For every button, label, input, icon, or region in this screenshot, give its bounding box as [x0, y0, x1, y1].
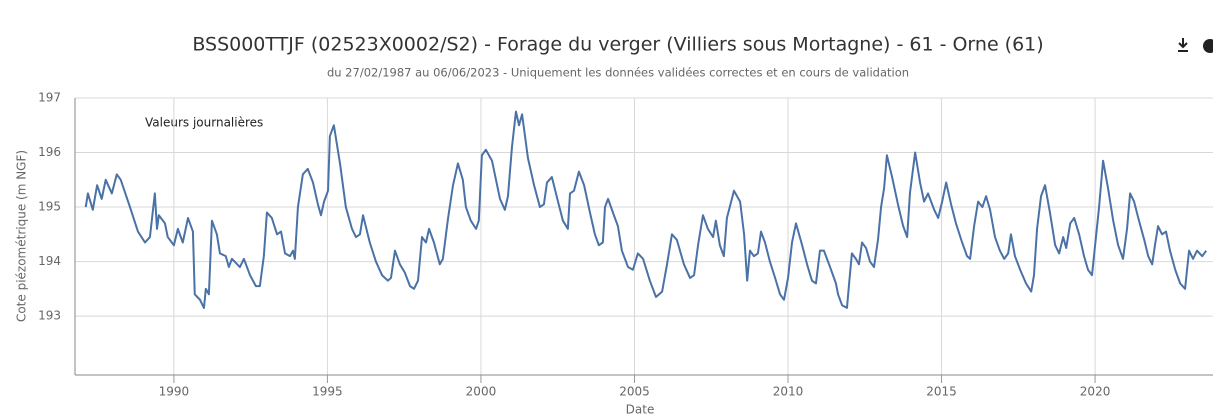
- annotation: Valeurs journalières: [145, 116, 263, 130]
- x-tick-label: 2000: [466, 385, 497, 399]
- y-tick-label: 195: [38, 200, 61, 214]
- plot-area: 193 194 195 196 197 1990 1995 2000 2005 2010 2015 2…: [38, 91, 1213, 399]
- chart-title: BSS000TTJF (02523X0002/S2) - Forage du v…: [192, 34, 1043, 56]
- x-tick-label: 2010: [773, 385, 804, 399]
- x-tick-label: 2020: [1080, 385, 1111, 399]
- help-button[interactable]: [1203, 39, 1213, 53]
- y-tick-label: 193: [38, 309, 61, 323]
- y-axis-label: Cote piézométrique (m NGF): [15, 150, 29, 322]
- x-tick-label: 2005: [619, 385, 650, 399]
- download-button[interactable]: [1178, 38, 1188, 52]
- x-tick-label: 1995: [312, 385, 343, 399]
- data-line: [84, 110, 1208, 309]
- x-axis-label: Date: [626, 403, 655, 414]
- x-tick-label: 2015: [926, 385, 957, 399]
- chart-subtitle: du 27/02/1987 au 06/06/2023 - Uniquement…: [327, 66, 909, 80]
- y-tick-label: 197: [38, 91, 61, 105]
- y-tick-label: 194: [38, 254, 61, 268]
- x-tick-label: 1990: [159, 385, 190, 399]
- y-tick-label: 196: [38, 145, 61, 159]
